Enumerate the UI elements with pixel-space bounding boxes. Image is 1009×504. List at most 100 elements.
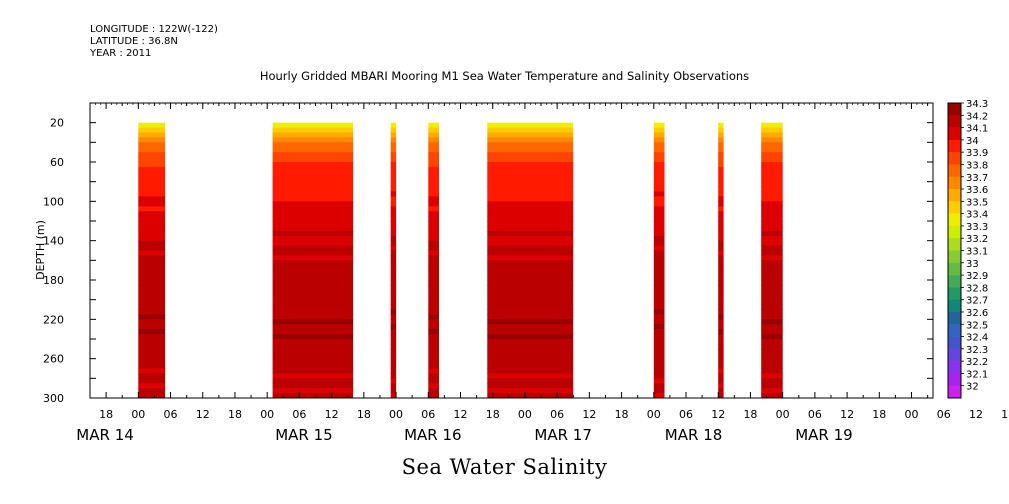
salinity-cell	[487, 334, 574, 340]
x-axis: 18 00 06 12 18 00 06 12 18 00 06 12 18 00 06 12 18 00 06 12…	[76, 103, 1009, 444]
salinity-cell	[761, 280, 783, 286]
x-tick-label: 18	[743, 408, 757, 421]
salinity-cell	[761, 181, 783, 188]
salinity-cell	[428, 176, 439, 183]
salinity-cell	[653, 206, 665, 212]
salinity-cell	[272, 319, 354, 325]
salinity-cell	[428, 216, 439, 222]
salinity-cell	[653, 186, 665, 192]
salinity-cell	[653, 245, 665, 251]
salinity-cell	[761, 186, 783, 192]
salinity-cell	[761, 348, 783, 355]
salinity-cell	[428, 324, 439, 330]
salinity-cell	[761, 245, 783, 251]
salinity-cell	[138, 334, 166, 340]
salinity-cell	[138, 240, 166, 247]
salinity-cell	[761, 235, 783, 242]
salinity-cell	[272, 157, 354, 163]
colorbar-label: 33.1	[966, 247, 988, 258]
x-tick-label: 00	[905, 408, 919, 421]
salinity-cell	[272, 166, 354, 173]
colorbar-label: 33.5	[966, 197, 988, 208]
salinity-cell	[428, 270, 439, 276]
salinity-cell	[718, 235, 724, 242]
salinity-cell	[761, 201, 783, 207]
y-tick-label: 220	[43, 313, 64, 326]
salinity-cell	[390, 373, 397, 379]
salinity-cell	[487, 230, 574, 237]
x-tick-label: 00	[260, 408, 274, 421]
salinity-cell	[761, 260, 783, 266]
salinity-cell	[428, 368, 439, 374]
colorbar-swatch	[948, 361, 961, 374]
salinity-cell	[272, 201, 354, 207]
salinity-cell	[428, 260, 439, 266]
salinity-cell	[487, 206, 574, 212]
x-tick-label: 12	[969, 408, 983, 421]
x-tick-label: 18	[486, 408, 500, 421]
salinity-cell	[718, 206, 724, 212]
colorbar-label: 32.7	[966, 296, 988, 307]
salinity-cell	[272, 275, 354, 281]
salinity-cell	[761, 225, 783, 232]
salinity-cell	[718, 294, 724, 301]
colorbar-swatch	[948, 164, 961, 178]
salinity-cell	[718, 260, 724, 266]
salinity-cell	[272, 216, 354, 222]
salinity-cell	[272, 270, 354, 276]
salinity-cell	[487, 294, 574, 301]
salinity-cell	[428, 255, 439, 261]
colorbar-swatch	[948, 152, 961, 165]
data-block	[428, 122, 439, 399]
x-date-label: MAR 15	[275, 426, 332, 444]
salinity-cell	[653, 358, 665, 365]
salinity-cell	[272, 339, 354, 345]
x-tick-label: 18	[615, 408, 629, 421]
colorbar-swatch	[948, 127, 961, 141]
salinity-cell	[428, 132, 439, 138]
salinity-cell	[390, 157, 397, 163]
salinity-cell	[653, 368, 665, 374]
salinity-cell	[272, 260, 354, 266]
salinity-cell	[487, 329, 574, 335]
salinity-cell	[138, 319, 166, 325]
salinity-cell	[272, 137, 354, 143]
salinity-cell	[428, 152, 439, 158]
salinity-cell	[428, 201, 439, 207]
salinity-cell	[718, 147, 724, 153]
salinity-cell	[487, 240, 574, 247]
colorbar-label: 33.2	[966, 234, 988, 245]
salinity-cell	[428, 373, 439, 379]
salinity-cell	[390, 152, 397, 158]
salinity-cell	[718, 211, 724, 217]
salinity-cell	[138, 275, 166, 281]
salinity-cell	[138, 280, 166, 286]
salinity-cell	[428, 147, 439, 153]
salinity-cell	[487, 284, 574, 291]
salinity-cell	[487, 314, 574, 320]
salinity-cell	[390, 284, 397, 291]
salinity-cell	[272, 314, 354, 320]
salinity-cell	[428, 235, 439, 242]
salinity-cell	[390, 132, 397, 138]
salinity-cell	[718, 166, 724, 173]
salinity-cell	[272, 196, 354, 202]
salinity-cell	[272, 245, 354, 251]
salinity-cell	[487, 280, 574, 286]
salinity-cell	[138, 166, 166, 173]
salinity-cell	[761, 383, 783, 389]
salinity-cell	[761, 162, 783, 168]
salinity-cell	[390, 225, 397, 232]
salinity-cell	[761, 147, 783, 153]
salinity-cell	[487, 348, 574, 355]
salinity-cell	[653, 225, 665, 232]
salinity-cell	[272, 147, 354, 153]
salinity-cell	[487, 373, 574, 379]
x-tick-label: 06	[164, 408, 178, 421]
colorbar-label: 32.1	[966, 369, 988, 380]
salinity-cell	[272, 383, 354, 389]
salinity-cell	[487, 137, 574, 143]
colorbar-label: 34.1	[966, 124, 988, 135]
colorbar-swatch	[948, 262, 961, 276]
salinity-cell	[390, 343, 397, 350]
